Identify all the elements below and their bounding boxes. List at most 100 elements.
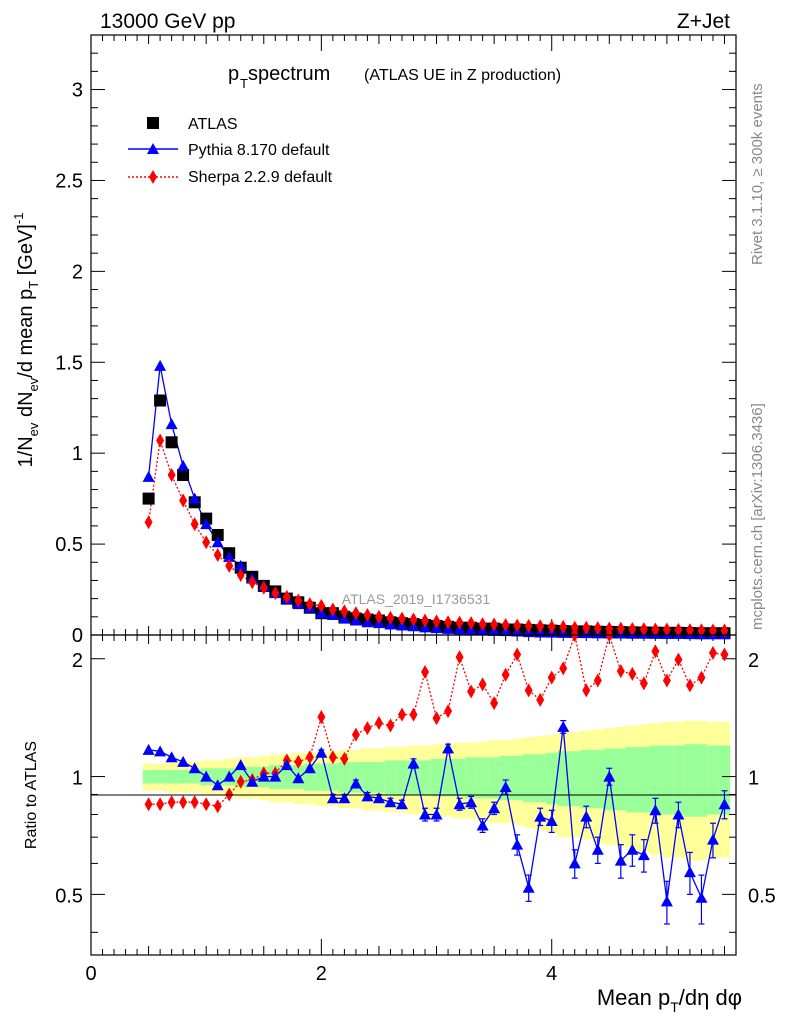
atlas-point — [154, 394, 167, 407]
sherpa-point — [248, 575, 257, 590]
title-rest: spectrum — [248, 63, 330, 85]
pythia-ratio-point — [683, 866, 696, 878]
pythia-ratio-point — [545, 814, 558, 826]
ratio-band-bin — [476, 757, 489, 799]
ratio-band-bin — [522, 754, 535, 803]
pythia-ratio-point — [580, 810, 593, 822]
energy-label: 13000 GeV pp — [100, 10, 235, 33]
sherpa-ratio-point — [432, 711, 441, 726]
pythia-ratio-point — [649, 804, 662, 816]
sherpa-ratio-point — [317, 709, 326, 724]
pythia-ratio-point — [154, 745, 167, 757]
legend-pythia-label: Pythia 8.170 default — [188, 142, 330, 159]
pythia-ratio-point — [637, 849, 650, 861]
sherpa-point — [144, 515, 153, 530]
pythia-ratio-point — [349, 777, 362, 789]
ratio-y-tick-label: 0.5 — [55, 885, 83, 907]
sherpa-ratio-point — [616, 664, 625, 679]
sherpa-ratio-point — [409, 707, 418, 722]
ratio-band-bin — [373, 761, 385, 793]
ratio-band-bin — [707, 745, 719, 815]
ratio-band-bin — [154, 769, 166, 784]
ratio-y-axis-label: Ratio to ATLAS — [23, 741, 40, 849]
ratio-band-bin — [488, 757, 500, 799]
pythia-point — [177, 459, 190, 471]
sherpa-point — [490, 617, 499, 632]
pythia-ratio-point — [200, 770, 213, 782]
sherpa-point — [524, 618, 533, 633]
sherpa-ratio-point — [697, 670, 706, 685]
main-y-tick-label: 2 — [72, 261, 83, 283]
sherpa-point — [616, 621, 625, 636]
atlas-point — [165, 436, 178, 449]
sherpa-point — [455, 615, 464, 630]
ratio-series — [142, 628, 731, 925]
sherpa-ratio-point — [179, 795, 188, 810]
pythia-point — [211, 536, 224, 548]
ratio-y-tick-label-right: 1 — [748, 768, 759, 790]
legend-pythia-marker — [147, 143, 159, 154]
ratio-band-bin — [718, 745, 731, 815]
ratio-band-bin — [465, 757, 477, 799]
sherpa-point — [478, 617, 487, 632]
main-y-tick-label: 1 — [72, 443, 83, 465]
sherpa-point — [409, 612, 418, 627]
sherpa-ratio-point — [202, 797, 211, 812]
sherpa-point — [156, 433, 165, 448]
ratio-band-bin — [661, 745, 673, 815]
ratio-band-bin — [142, 769, 155, 784]
x-tick-label: 0 — [85, 963, 96, 985]
ratio-band-bin — [430, 758, 443, 797]
ratio-band-bin — [557, 751, 569, 807]
pythia-ratio-point — [419, 808, 432, 820]
sherpa-ratio-point — [328, 750, 337, 765]
ratio-band-bin — [384, 760, 397, 795]
ratio-band-bin — [511, 755, 523, 801]
main-y-tick-label: 0 — [72, 625, 83, 647]
pythia-ratio-point — [395, 798, 408, 810]
sherpa-ratio-point — [225, 787, 234, 802]
sherpa-point — [305, 597, 314, 612]
ratio-band-bin — [177, 769, 189, 784]
pythia-ratio-point — [257, 770, 270, 782]
x-tick-label: 4 — [546, 963, 557, 985]
ratio-band-bin — [350, 761, 362, 793]
pythia-ratio-point — [407, 757, 420, 769]
legend-sherpa-label: Sherpa 2.2.9 default — [188, 169, 333, 186]
pythia-ratio-point — [706, 833, 719, 845]
pythia-ratio-point — [338, 792, 351, 804]
sherpa-point — [628, 622, 637, 636]
mcplots-label: mcplots.cern.ch [arXiv:1306.3436] — [749, 403, 766, 630]
sherpa-point — [282, 589, 291, 604]
sherpa-ratio-point — [720, 647, 729, 662]
sherpa-ratio-point — [490, 696, 499, 711]
ratio-band-bin — [592, 749, 604, 809]
main-y-axis-label: 1/Nev dNev/d mean pT [GeV]-1 — [11, 213, 41, 468]
pythia-ratio-point — [442, 742, 455, 754]
sherpa-point — [190, 517, 199, 532]
atlas-point — [177, 469, 190, 481]
pythia-ratio-point — [269, 770, 282, 782]
legend: ATLAS Pythia 8.170 default Sherpa 2.2.9 … — [128, 116, 333, 186]
ratio-y-tick-label: 2 — [72, 650, 83, 672]
sherpa-ratio-point — [651, 644, 660, 659]
sherpa-point — [501, 618, 510, 632]
pythia-point — [223, 550, 236, 562]
sherpa-point — [593, 621, 602, 636]
sherpa-ratio-point — [397, 707, 406, 722]
pythia-ratio-point — [591, 843, 604, 855]
pythia-ratio-point — [718, 798, 731, 810]
sherpa-point — [708, 623, 717, 638]
pythia-ratio-point — [372, 792, 385, 804]
ratio-band-bin — [638, 747, 650, 813]
sherpa-point — [444, 615, 453, 630]
sherpa-ratio-point — [144, 797, 153, 812]
sherpa-ratio-point — [547, 670, 556, 685]
sherpa-ratio-point — [421, 665, 430, 680]
sherpa-point — [202, 535, 211, 550]
pythia-ratio-point — [568, 857, 581, 869]
sherpa-ratio-point — [513, 647, 522, 662]
main-y-axis-text: 1/Nev dNev/d mean pT [GeV]-1 — [11, 213, 41, 468]
pythia-point — [142, 470, 155, 482]
pythia-point — [165, 418, 178, 430]
